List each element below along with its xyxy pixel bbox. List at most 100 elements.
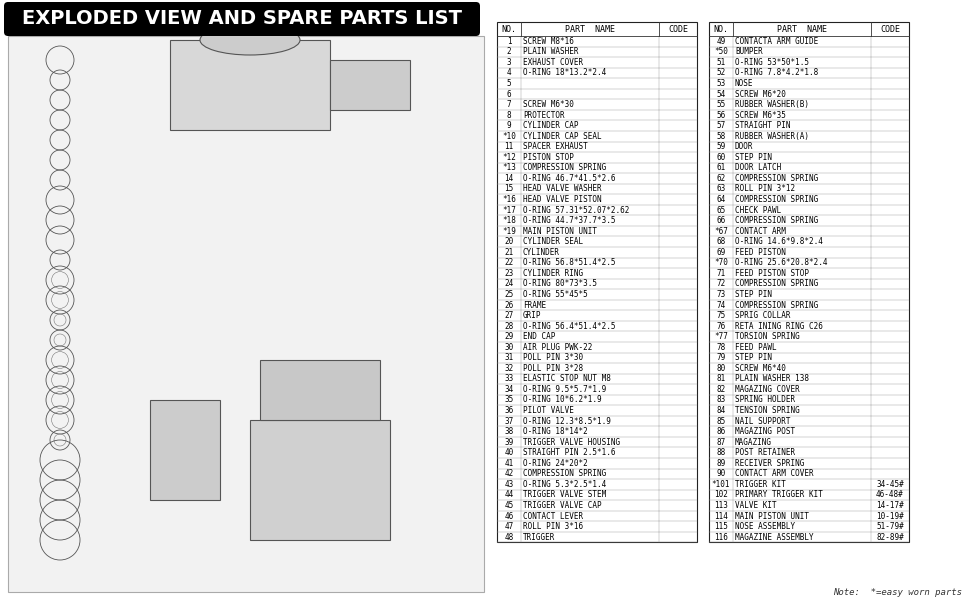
- Text: NAIL SUPPORT: NAIL SUPPORT: [735, 416, 790, 425]
- Text: 40: 40: [504, 448, 514, 457]
- Text: RUBBER WASHER(B): RUBBER WASHER(B): [735, 100, 808, 109]
- Text: 71: 71: [716, 269, 725, 278]
- Text: STRAIGHT PIN: STRAIGHT PIN: [735, 121, 790, 130]
- Text: *19: *19: [502, 227, 516, 236]
- Text: 15: 15: [504, 184, 514, 193]
- Text: 33: 33: [504, 374, 514, 383]
- Text: 7: 7: [506, 100, 511, 109]
- Text: O-RING 53*50*1.5: O-RING 53*50*1.5: [735, 58, 808, 67]
- Text: 42: 42: [504, 469, 514, 478]
- Text: *70: *70: [713, 259, 727, 268]
- Text: 116: 116: [713, 533, 727, 542]
- Text: CONTACTA ARM GUIDE: CONTACTA ARM GUIDE: [735, 37, 818, 46]
- Text: 64: 64: [716, 195, 725, 204]
- Text: 51: 51: [716, 58, 725, 67]
- Text: O-RING 46.7*41.5*2.6: O-RING 46.7*41.5*2.6: [522, 174, 615, 183]
- Text: EXPLODED VIEW AND SPARE PARTS LIST: EXPLODED VIEW AND SPARE PARTS LIST: [22, 10, 461, 28]
- Text: CYLINDER SEAL: CYLINDER SEAL: [522, 237, 582, 246]
- Text: 86: 86: [716, 427, 725, 436]
- Text: 43: 43: [504, 480, 514, 489]
- Text: VALVE KIT: VALVE KIT: [735, 501, 776, 510]
- Text: 68: 68: [716, 237, 725, 246]
- Text: 60: 60: [716, 153, 725, 162]
- Text: 58: 58: [716, 132, 725, 141]
- Text: 61: 61: [716, 163, 725, 172]
- Text: CYLINDER: CYLINDER: [522, 248, 559, 257]
- Text: COMPRESSION SPRING: COMPRESSION SPRING: [735, 301, 818, 310]
- Text: SCREW M6*40: SCREW M6*40: [735, 364, 785, 373]
- Text: NO.: NO.: [713, 25, 728, 34]
- Text: O-RING 18*14*2: O-RING 18*14*2: [522, 427, 587, 436]
- Text: O-RING 56.4*51.4*2.5: O-RING 56.4*51.4*2.5: [522, 322, 615, 331]
- Text: 83: 83: [716, 395, 725, 404]
- Text: SCREW M6*35: SCREW M6*35: [735, 110, 785, 119]
- Text: 46-48#: 46-48#: [875, 490, 903, 499]
- Text: STRAIGHT PIN 2.5*1.6: STRAIGHT PIN 2.5*1.6: [522, 448, 615, 457]
- Text: 11: 11: [504, 142, 514, 151]
- Text: 34-45#: 34-45#: [875, 480, 903, 489]
- Text: 29: 29: [504, 332, 514, 341]
- Text: 90: 90: [716, 469, 725, 478]
- Text: POLL PIN 3*28: POLL PIN 3*28: [522, 364, 582, 373]
- Text: 28: 28: [504, 322, 514, 331]
- Text: 4: 4: [506, 68, 511, 77]
- Text: 85: 85: [716, 416, 725, 425]
- Text: O-RING 55*45*5: O-RING 55*45*5: [522, 290, 587, 299]
- Text: PILOT VALVE: PILOT VALVE: [522, 406, 574, 415]
- Text: 6: 6: [506, 89, 511, 98]
- Text: ROLL PIN 3*12: ROLL PIN 3*12: [735, 184, 795, 193]
- Bar: [150, 400, 220, 500]
- Text: 36: 36: [504, 406, 514, 415]
- Text: CODE: CODE: [879, 25, 899, 34]
- Text: COMPRESSION SPRING: COMPRESSION SPRING: [735, 195, 818, 204]
- Text: O-RING 80*73*3.5: O-RING 80*73*3.5: [522, 280, 596, 289]
- Text: RETA INING RING C26: RETA INING RING C26: [735, 322, 822, 331]
- Text: 63: 63: [716, 184, 725, 193]
- Text: STEP PIN: STEP PIN: [735, 290, 771, 299]
- Text: NOSE ASSEMBLY: NOSE ASSEMBLY: [735, 522, 795, 531]
- Text: 52: 52: [716, 68, 725, 77]
- Text: HEAD VALVE PISTON: HEAD VALVE PISTON: [522, 195, 601, 204]
- Bar: [329, 60, 410, 110]
- Text: END CAP: END CAP: [522, 332, 555, 341]
- Text: PLAIN WASHER 138: PLAIN WASHER 138: [735, 374, 808, 383]
- Bar: [8, 36, 484, 592]
- Ellipse shape: [200, 25, 299, 55]
- Text: MAGAZING POST: MAGAZING POST: [735, 427, 795, 436]
- Bar: [170, 40, 329, 130]
- Text: TRIGGER: TRIGGER: [522, 533, 555, 542]
- Text: 45: 45: [504, 501, 514, 510]
- Text: O-RING 56.8*51.4*2.5: O-RING 56.8*51.4*2.5: [522, 259, 615, 268]
- Bar: [250, 420, 390, 540]
- Text: ROLL PIN 3*16: ROLL PIN 3*16: [522, 522, 582, 531]
- Text: Note:  *=easy worn parts: Note: *=easy worn parts: [832, 588, 961, 597]
- Text: 113: 113: [713, 501, 727, 510]
- Text: STEP PIN: STEP PIN: [735, 153, 771, 162]
- Text: 88: 88: [716, 448, 725, 457]
- Text: COMPRESSION SPRING: COMPRESSION SPRING: [522, 469, 606, 478]
- Text: 82-89#: 82-89#: [875, 533, 903, 542]
- Text: BUMPER: BUMPER: [735, 47, 762, 56]
- Text: *67: *67: [713, 227, 727, 236]
- Text: TRIGGER VALVE HOUSING: TRIGGER VALVE HOUSING: [522, 437, 619, 446]
- Text: 38: 38: [504, 427, 514, 436]
- Text: 8: 8: [506, 110, 511, 119]
- Text: AIR PLUG PWK-22: AIR PLUG PWK-22: [522, 343, 592, 352]
- Text: DOOR LATCH: DOOR LATCH: [735, 163, 780, 172]
- Text: MAGAZING COVER: MAGAZING COVER: [735, 385, 798, 394]
- Text: SCREW M6*20: SCREW M6*20: [735, 89, 785, 98]
- Text: 87: 87: [716, 437, 725, 446]
- Text: CYLINDER CAP: CYLINDER CAP: [522, 121, 578, 130]
- Text: O-RING 10*6.2*1.9: O-RING 10*6.2*1.9: [522, 395, 601, 404]
- Text: 24: 24: [504, 280, 514, 289]
- Text: SPRING HOLDER: SPRING HOLDER: [735, 395, 795, 404]
- Text: PART  NAME: PART NAME: [564, 25, 614, 34]
- Text: O-RING 25.6*20.8*2.4: O-RING 25.6*20.8*2.4: [735, 259, 827, 268]
- Text: FEED PISTON: FEED PISTON: [735, 248, 785, 257]
- Text: SPRIG COLLAR: SPRIG COLLAR: [735, 311, 790, 320]
- Text: O-RING 9.5*5.7*1.9: O-RING 9.5*5.7*1.9: [522, 385, 606, 394]
- Text: CYLINDER RING: CYLINDER RING: [522, 269, 582, 278]
- FancyBboxPatch shape: [4, 2, 480, 36]
- Text: O-RING 18*13.2*2.4: O-RING 18*13.2*2.4: [522, 68, 606, 77]
- Text: 31: 31: [504, 353, 514, 362]
